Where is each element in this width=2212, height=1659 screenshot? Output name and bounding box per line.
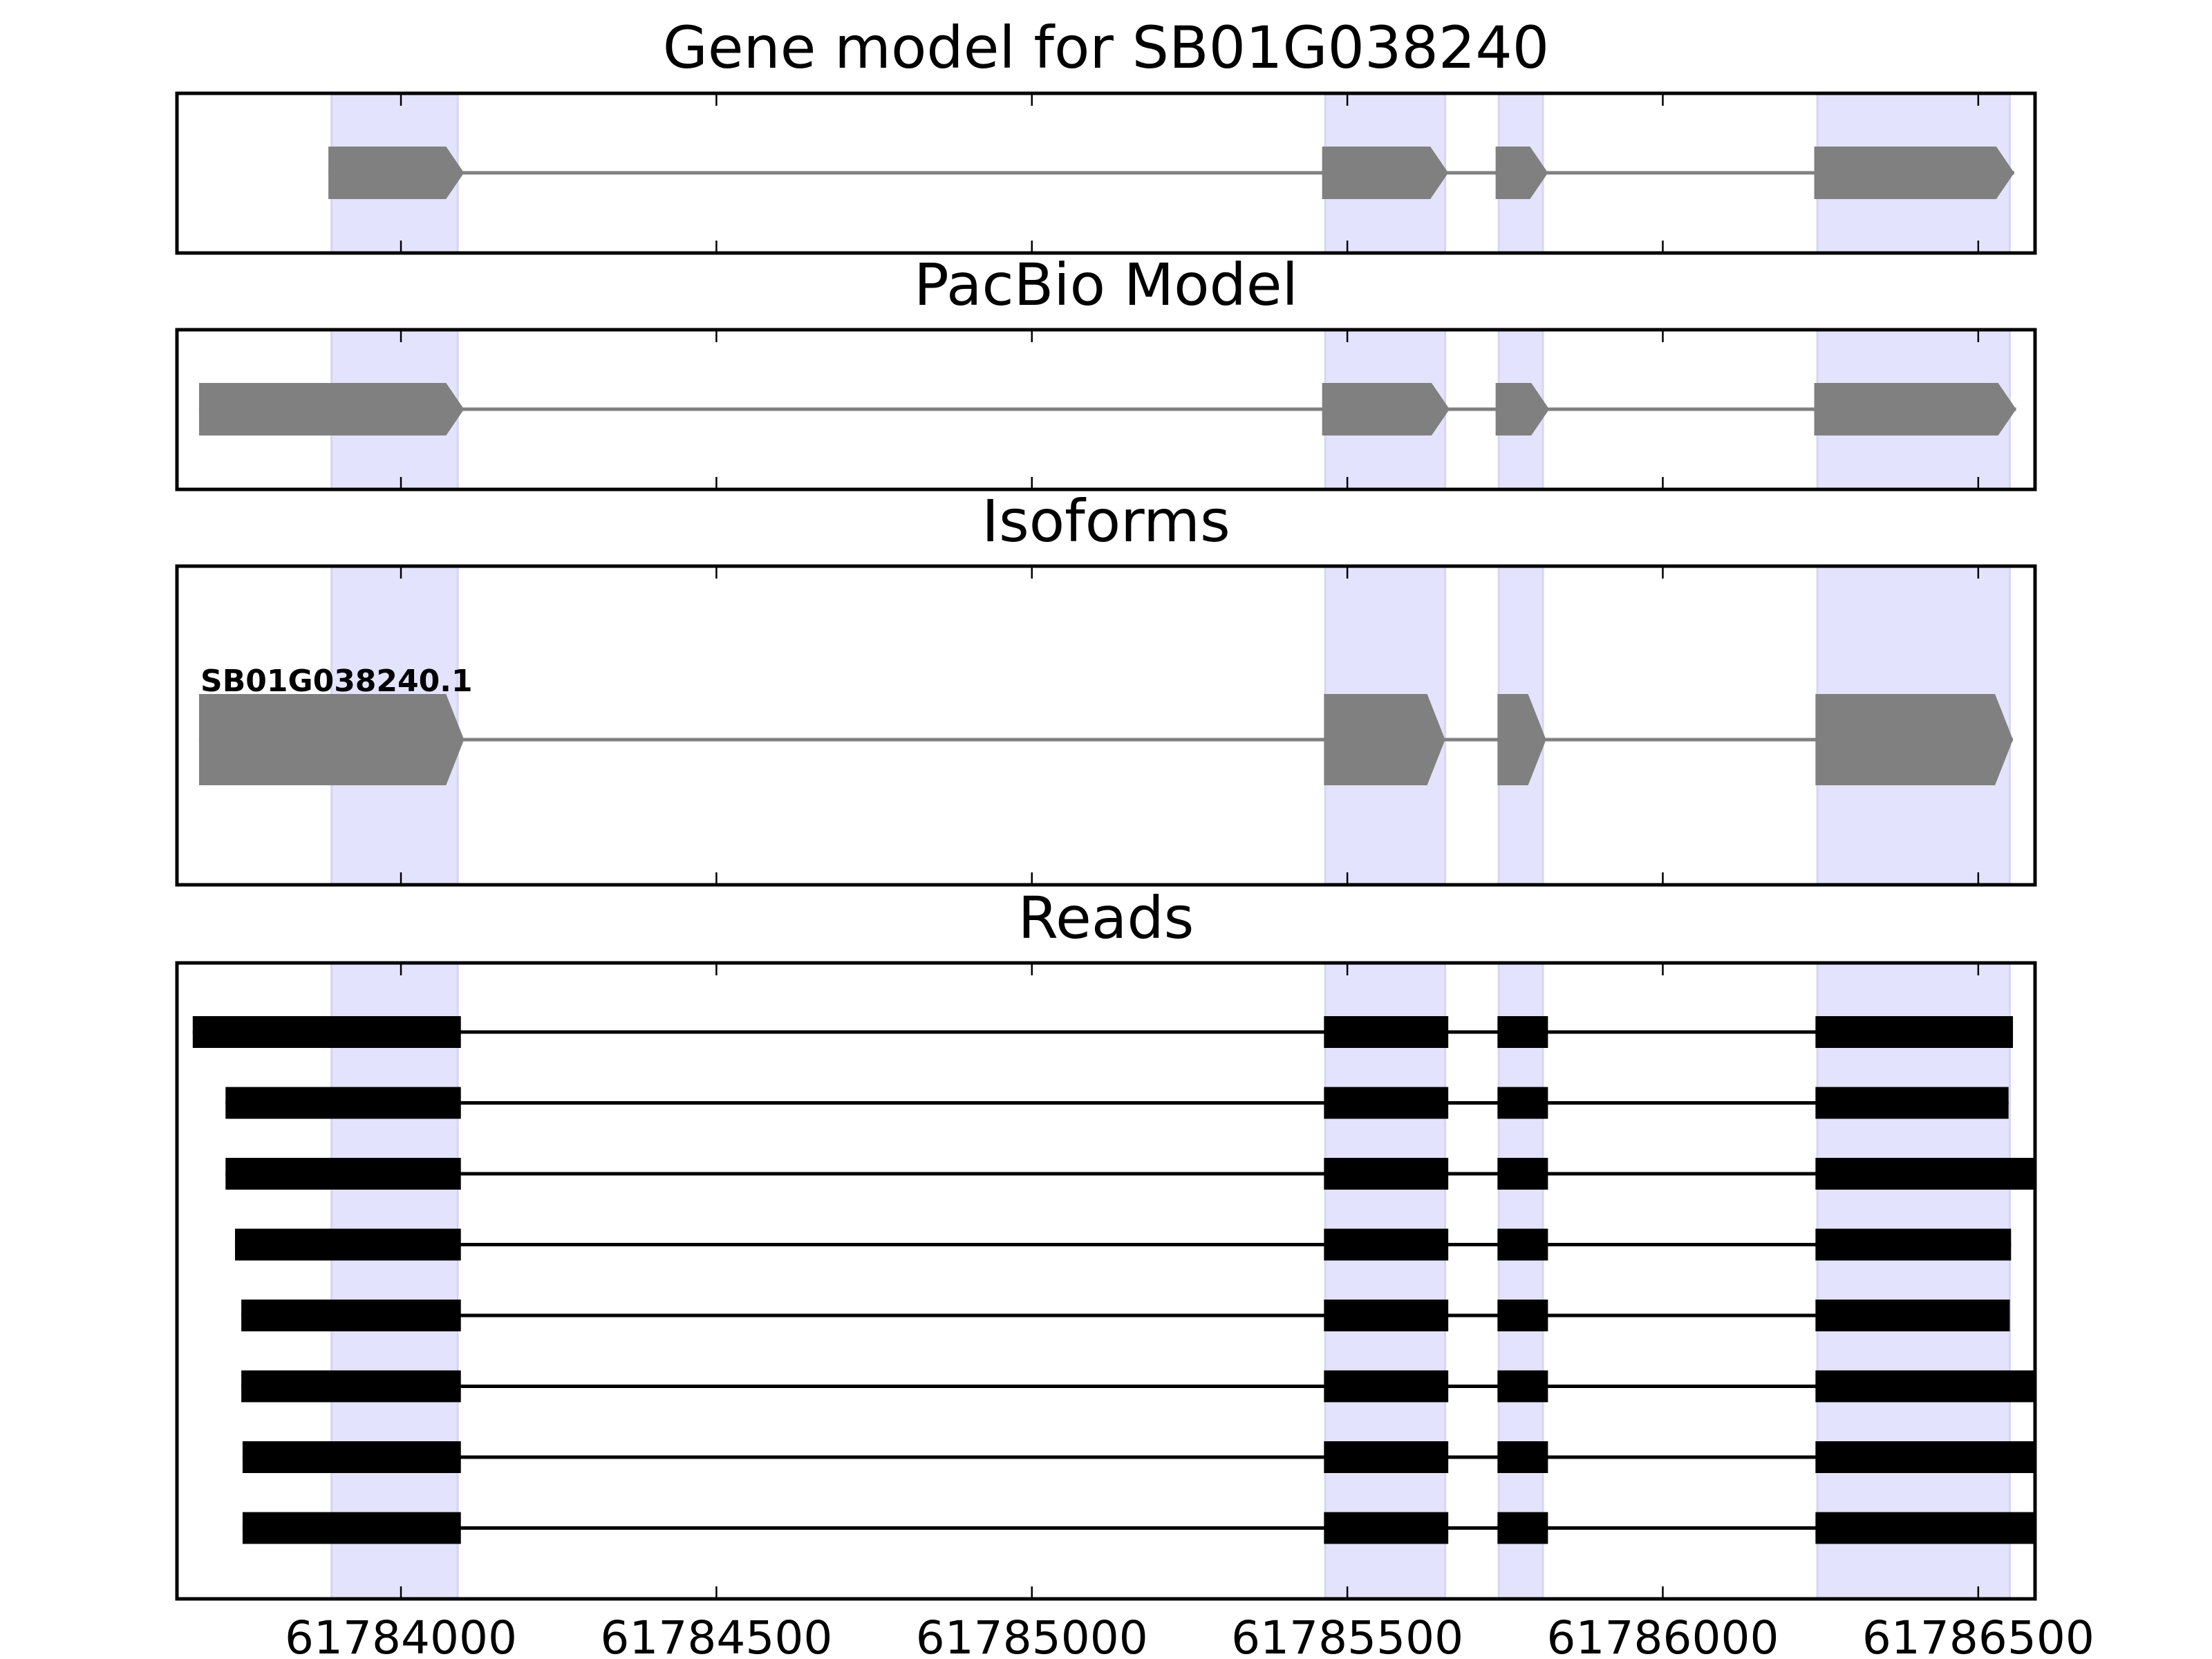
read-exon-block bbox=[1497, 1228, 1548, 1261]
gene-model-panel bbox=[175, 91, 2037, 255]
read-exon-block bbox=[1815, 1016, 2014, 1048]
read-exon-block bbox=[1497, 1512, 1548, 1544]
read-exon-block bbox=[1324, 1158, 1449, 1190]
gene-model-exon bbox=[1495, 147, 1548, 199]
read-exon-block bbox=[1324, 1512, 1449, 1544]
read-exon-block bbox=[241, 1300, 461, 1331]
read-exon-block bbox=[1497, 1016, 1548, 1048]
read-exon-block bbox=[1324, 1441, 1449, 1473]
isoform-exon bbox=[1497, 694, 1546, 785]
read-exon-block bbox=[225, 1158, 461, 1190]
pacbio-model-exon bbox=[1495, 383, 1550, 435]
read-exon-block bbox=[1497, 1441, 1548, 1473]
isoforms-panel bbox=[175, 564, 2037, 887]
x-tick-label: 61786000 bbox=[1547, 1611, 1779, 1659]
read-exon-block bbox=[242, 1512, 461, 1544]
read-exon-block bbox=[1815, 1441, 2035, 1473]
isoform-exon bbox=[1815, 694, 2014, 785]
pacbio-model-axes-frame bbox=[175, 328, 2037, 491]
read-exon-block bbox=[1497, 1300, 1548, 1331]
read-exon-block bbox=[1815, 1158, 2035, 1190]
reads-axes-frame bbox=[175, 961, 2037, 1601]
read-exon-block bbox=[1324, 1016, 1449, 1048]
read-exon-block bbox=[192, 1016, 461, 1048]
read-exon-block bbox=[1497, 1370, 1548, 1403]
read-exon-block bbox=[1497, 1087, 1548, 1119]
x-tick-label: 61785500 bbox=[1231, 1611, 1463, 1659]
gene-model-axes-frame bbox=[175, 91, 2037, 255]
read-exon-block bbox=[1815, 1087, 2009, 1119]
pacbio-model-exon bbox=[1322, 383, 1450, 435]
read-exon-block bbox=[242, 1441, 461, 1473]
gene-model-exon bbox=[1322, 147, 1449, 199]
isoforms-axes-frame bbox=[175, 564, 2037, 887]
reads-highlight-region bbox=[330, 962, 459, 1600]
reads-panel bbox=[175, 961, 2037, 1601]
isoform-exon bbox=[1324, 694, 1445, 785]
x-tick-label: 61784000 bbox=[285, 1611, 517, 1659]
read-exon-block bbox=[1324, 1228, 1449, 1261]
pacbio-model-panel bbox=[175, 328, 2037, 491]
reads-highlight-region bbox=[1816, 962, 2011, 1600]
read-exon-block bbox=[1324, 1370, 1449, 1403]
isoform-exon bbox=[198, 694, 465, 785]
read-exon-block bbox=[1497, 1158, 1548, 1190]
read-exon-block bbox=[1324, 1300, 1449, 1331]
isoform-label: SB01G038240.1 bbox=[200, 664, 473, 699]
reads-title: Reads bbox=[1018, 884, 1194, 952]
reads-highlight-region bbox=[1324, 962, 1447, 1600]
read-exon-block bbox=[1815, 1228, 2012, 1261]
isoforms-title: Isoforms bbox=[982, 487, 1230, 555]
x-tick-label: 61786500 bbox=[1862, 1611, 2094, 1659]
pacbio-model-exon bbox=[1814, 383, 2016, 435]
gene-model-title: Gene model for SB01G038240 bbox=[663, 14, 1549, 82]
x-tick-label: 61784500 bbox=[600, 1611, 832, 1659]
x-tick-label: 61785000 bbox=[916, 1611, 1148, 1659]
read-exon-block bbox=[241, 1370, 461, 1403]
pacbio-model-exon bbox=[198, 383, 465, 435]
x-axis-tick-labels: 61784000 61784500 61785000 61785500 61786000… bbox=[285, 1611, 2094, 1659]
pacbio-model-title: PacBio Model bbox=[914, 251, 1298, 319]
read-exon-block bbox=[225, 1087, 461, 1119]
gene-model-exon bbox=[328, 147, 465, 199]
read-exon-block bbox=[234, 1228, 461, 1261]
read-exon-block bbox=[1815, 1512, 2035, 1544]
read-exon-block bbox=[1815, 1370, 2035, 1403]
read-exon-block bbox=[1815, 1300, 2010, 1331]
gene-model-exon bbox=[1814, 147, 2014, 199]
read-exon-block bbox=[1324, 1087, 1449, 1119]
reads-highlight-region bbox=[1497, 962, 1544, 1600]
